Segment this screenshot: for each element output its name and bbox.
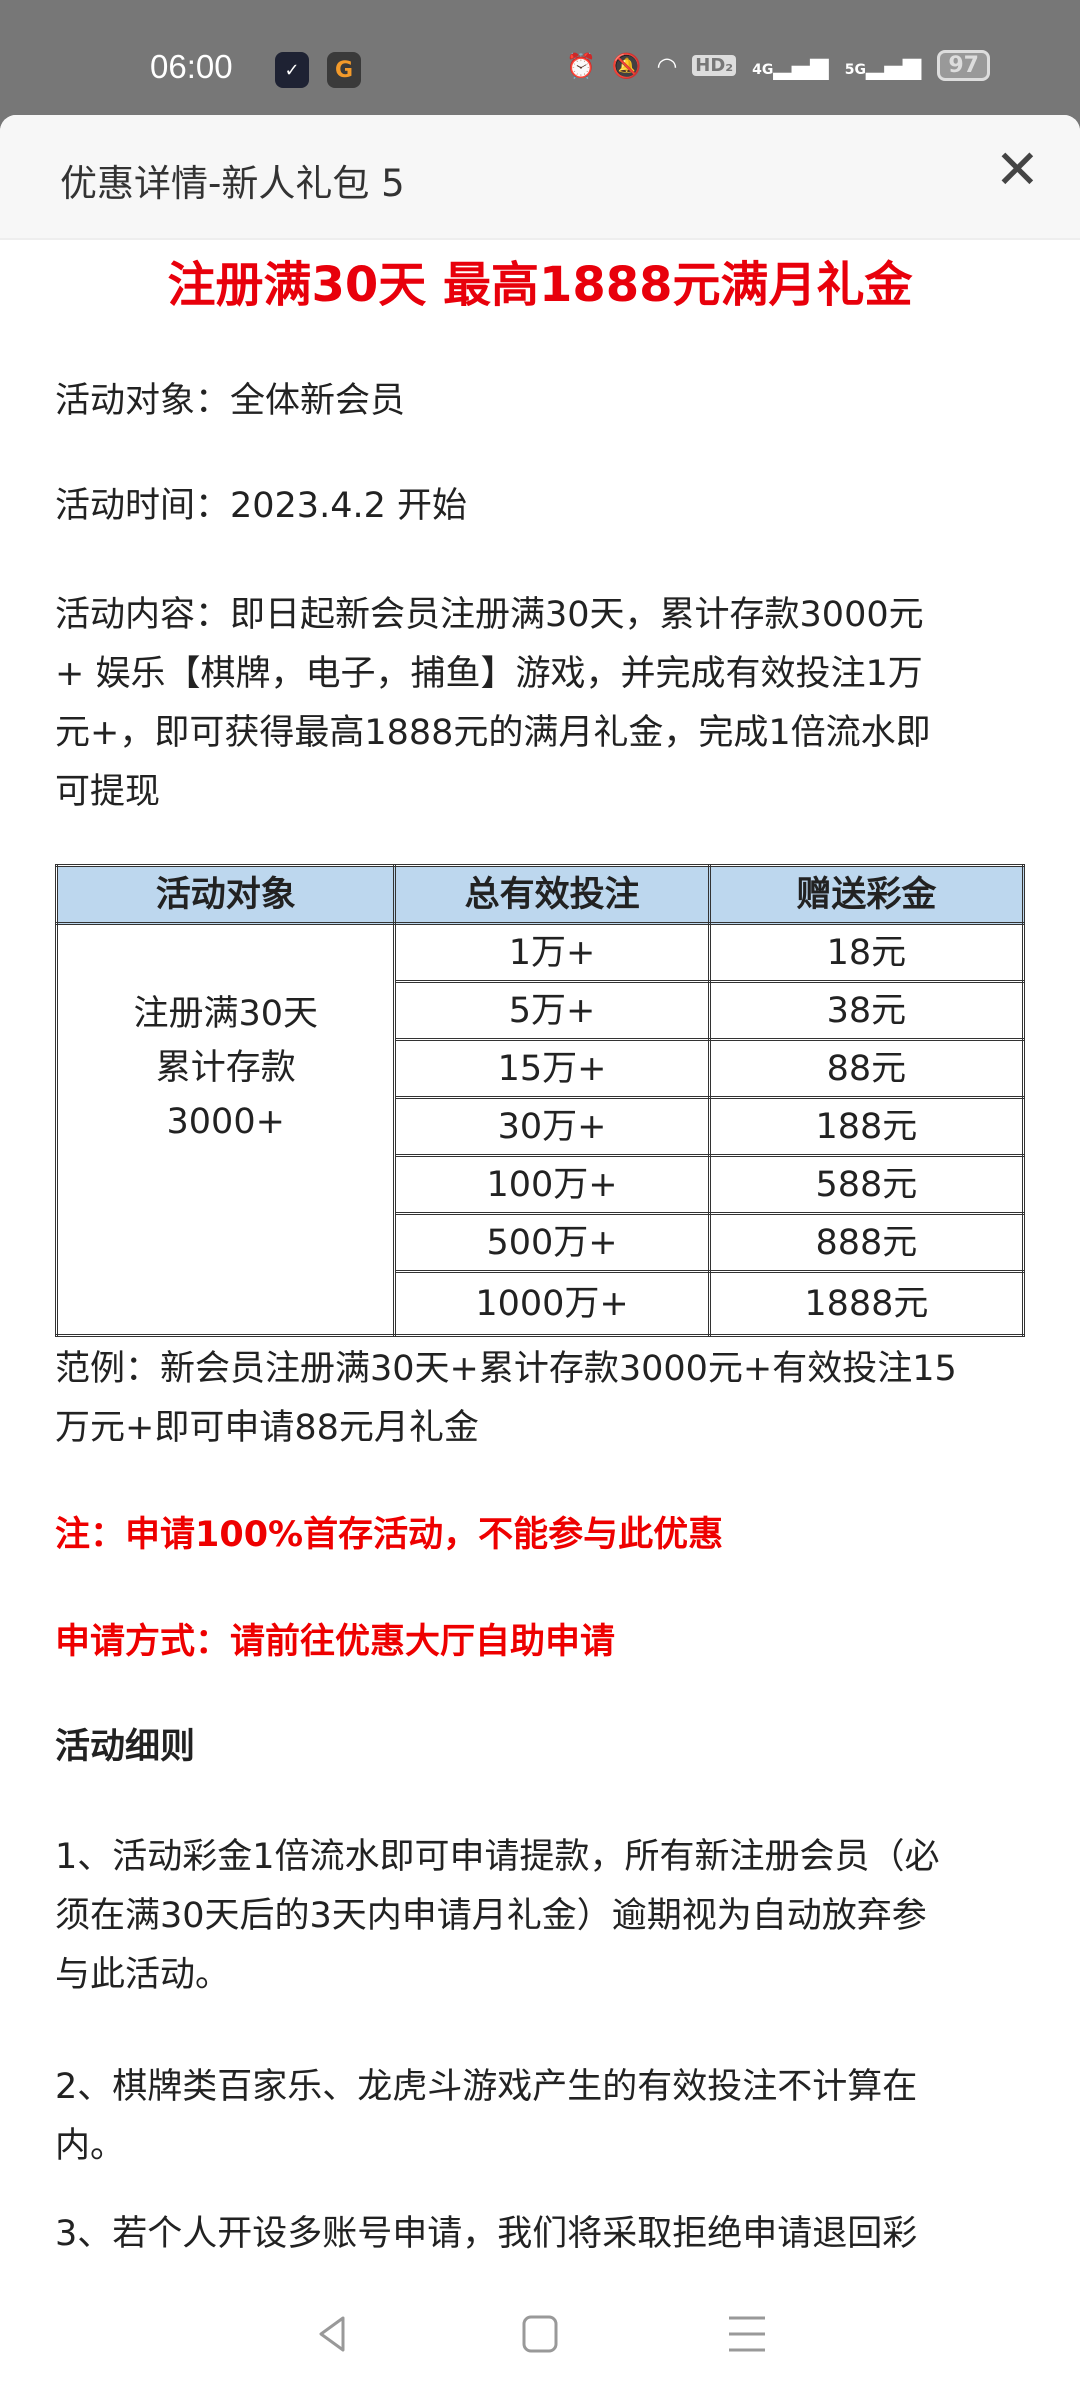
example-paragraph: 范例：新会员注册满30天+累计存款3000元+有效投注15 万元+即可申请88元…: [55, 1340, 957, 1458]
table-row: 5万+ 38元: [57, 980, 1026, 1041]
system-nav-bar: [0, 2268, 1080, 2400]
time-line: 活动时间：2023.4.2 开始: [55, 486, 467, 526]
bell-muted-icon: 🔕: [611, 51, 642, 80]
bet-cell: 1万+: [393, 922, 711, 983]
close-icon[interactable]: ✕: [994, 138, 1040, 201]
line: + 娱乐【棋牌，电子，捕鱼】游戏，并完成有效投注1万: [55, 654, 923, 694]
line: 2、棋牌类百家乐、龙虎斗游戏产生的有效投注不计算在: [55, 2067, 918, 2107]
rule-3: 3、若个人开设多账号申请，我们将采取拒绝申请退回彩: [55, 2205, 917, 2264]
promo-heading: 注册满30天 最高1888元满月礼金: [167, 257, 913, 313]
status-bar: 06:00 ✓ G ⏰ 🔕 ◠ HD₂ 4G▂▄▆ 5G▂▄▆ 97: [0, 0, 1080, 115]
line: 万元+即可申请88元月礼金: [55, 1408, 479, 1448]
bonus-cell: 18元: [707, 922, 1026, 983]
line: 3000+: [166, 1102, 285, 1142]
line: 与此活动。: [55, 1955, 231, 1995]
line: 须在满30天后的3天内申请月礼金）逾期视为自动放弃参: [55, 1896, 927, 1936]
promo-detail-sheet: 优惠详情-新人礼包 5 ✕ 注册满30天 最高1888元满月礼金 活动对象：全体…: [0, 115, 1080, 2400]
table-row: 1000万+ 1888元: [57, 1270, 1026, 1337]
bet-cell: 5万+: [393, 980, 711, 1041]
col-header: 总有效投注: [393, 864, 711, 925]
line: 可提现: [55, 772, 161, 812]
bet-cell: 15万+: [393, 1038, 711, 1099]
wifi-icon: ◠: [657, 51, 677, 80]
rule-1: 1、活动彩金1倍流水即可申请提款，所有新注册会员（必 须在满30天后的3天内申请…: [55, 1828, 940, 2005]
battery-icon: 97: [937, 50, 990, 81]
back-icon[interactable]: [313, 2314, 353, 2354]
bonus-cell: 1888元: [707, 1270, 1026, 1337]
5g-signal-icon: 5G▂▄▆: [844, 51, 922, 80]
4g-label: 4G: [752, 61, 774, 78]
bet-cell: 30万+: [393, 1096, 711, 1157]
line: 活动内容：即日起新会员注册满30天，累计存款3000元: [55, 595, 924, 635]
page-title: 优惠详情-新人礼包 5: [60, 162, 405, 205]
bonus-cell: 38元: [707, 980, 1026, 1041]
table-row: 30万+ 188元: [57, 1096, 1026, 1157]
sheet-header: 优惠详情-新人礼包 5 ✕: [0, 115, 1080, 240]
bonus-cell: 888元: [707, 1212, 1026, 1273]
bet-cell: 100万+: [393, 1154, 711, 1215]
table-row: 15万+ 88元: [57, 1038, 1026, 1099]
line: 3、若个人开设多账号申请，我们将采取拒绝申请退回彩: [55, 2214, 918, 2254]
rules-title: 活动细则: [55, 1727, 196, 1767]
col-header: 活动对象: [54, 864, 397, 925]
line: 注册满30天: [133, 994, 318, 1034]
bonus-cell: 188元: [707, 1096, 1026, 1157]
clock: 06:00: [150, 48, 233, 85]
alarm-icon: ⏰: [566, 51, 596, 80]
menu-icon[interactable]: [727, 2314, 767, 2354]
line: 累计存款: [155, 1048, 296, 1088]
bonus-cell: 88元: [707, 1038, 1026, 1099]
line: 范例：新会员注册满30天+累计存款3000元+有效投注15: [55, 1349, 957, 1389]
bet-cell: 500万+: [393, 1212, 711, 1273]
table-row: 100万+ 588元: [57, 1154, 1026, 1215]
target-cell: 注册满30天 累计存款 3000+: [54, 922, 397, 1337]
line: 1、活动彩金1倍流水即可申请提款，所有新注册会员（必: [55, 1837, 940, 1877]
bonus-cell: 588元: [707, 1154, 1026, 1215]
bonus-table: 活动对象 总有效投注 赠送彩金 注册满30天 累计存款 3000+ 1万+ 18…: [54, 864, 1026, 1337]
target-line: 活动对象：全体新会员: [55, 381, 406, 421]
table-header-row: 活动对象 总有效投注 赠送彩金: [54, 864, 1026, 925]
apply-method-text: 申请方式：请前往优惠大厅自助申请: [55, 1622, 616, 1662]
bet-cell: 1000万+: [393, 1270, 711, 1337]
col-header: 赠送彩金: [707, 864, 1026, 925]
table-row: 500万+ 888元: [57, 1212, 1026, 1273]
line: 元+，即可获得最高1888元的满月礼金，完成1倍流水即: [55, 713, 931, 753]
content-paragraph: 活动内容：即日起新会员注册满30天，累计存款3000元 + 娱乐【棋牌，电子，捕…: [55, 586, 931, 822]
4g-signal-icon: 4G▂▄▆: [752, 51, 829, 80]
gold-coin-app-icon: G: [327, 52, 361, 88]
5g-label: 5G: [844, 61, 866, 78]
promo-content[interactable]: 注册满30天 最高1888元满月礼金 活动对象：全体新会员 活动时间：2023.…: [0, 240, 1080, 2268]
hd-icon: HD₂: [692, 55, 737, 76]
mail-icon: ✓: [275, 52, 309, 88]
line: 内。: [55, 2126, 126, 2166]
note-text: 注：申请100%首存活动，不能参与此优惠: [55, 1515, 724, 1555]
rule-2: 2、棋牌类百家乐、龙虎斗游戏产生的有效投注不计算在 内。: [55, 2058, 917, 2176]
home-icon[interactable]: [520, 2314, 560, 2354]
table-row: 注册满30天 累计存款 3000+ 1万+ 18元: [54, 922, 1026, 1337]
